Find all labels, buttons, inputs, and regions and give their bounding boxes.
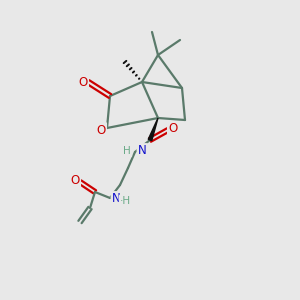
Polygon shape: [148, 118, 158, 141]
Text: O: O: [78, 76, 88, 88]
Text: N: N: [138, 145, 147, 158]
Text: O: O: [70, 175, 80, 188]
Text: H: H: [123, 146, 131, 156]
Text: O: O: [168, 122, 178, 136]
Text: O: O: [96, 124, 106, 136]
Text: N: N: [112, 193, 121, 206]
Text: ·H: ·H: [120, 196, 131, 206]
